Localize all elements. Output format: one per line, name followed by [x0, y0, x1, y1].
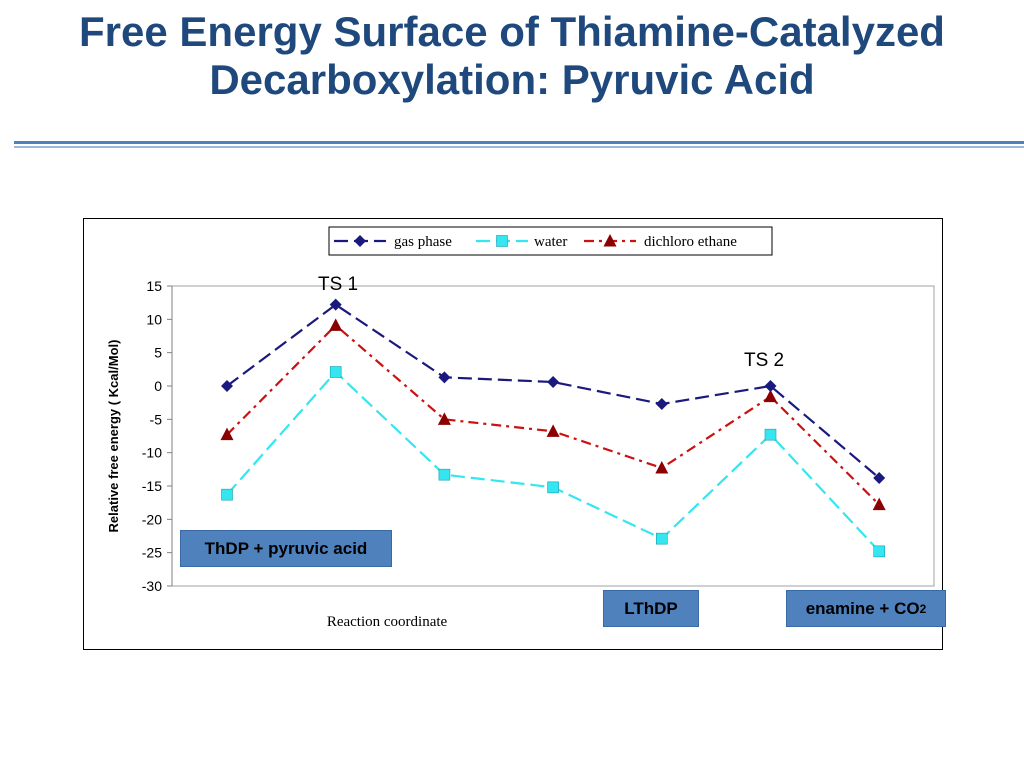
data-point-dichloro-ethane [329, 318, 343, 331]
line-chart: 15 10 5 0 -5 -10 -15 -20 -25 -30 Relative free ene… [106, 226, 935, 630]
data-point-dichloro-ethane [546, 424, 560, 437]
title-line-1: Free Energy Surface of Thiamine-Catalyze… [79, 8, 945, 55]
ts1-label: TS 1 [318, 274, 359, 295]
y-tick-label: -30 [142, 578, 162, 594]
legend-label-water: water [534, 234, 567, 250]
y-axis-label: Relative free energy ( Kcal/Mol) [106, 340, 121, 533]
legend-marker-water [496, 235, 508, 247]
legend-marker-dichloro-ethane [603, 234, 617, 247]
ts2-label: TS 2 [744, 350, 785, 371]
y-tick-label: 10 [146, 311, 162, 327]
title-divider [14, 141, 1024, 144]
x-axis-label: Reaction coordinate [327, 614, 448, 630]
y-tick-label: 15 [146, 278, 162, 294]
data-point-gas-phase [655, 398, 668, 410]
data-point-dichloro-ethane [655, 461, 669, 474]
data-point-gas-phase [764, 380, 777, 392]
co2-subscript: 2 [919, 601, 927, 616]
data-point-dichloro-ethane [872, 497, 886, 511]
data-point-gas-phase [221, 380, 233, 392]
lthdp-callout: LThDP [603, 590, 699, 627]
data-point-water [764, 428, 777, 441]
data-point-water [655, 532, 668, 545]
data-point-dichloro-ethane [437, 412, 451, 425]
data-point-dichloro-ethane [220, 427, 234, 441]
data-point-dichloro-ethane [764, 389, 777, 403]
legend-marker-gas-phase [354, 235, 366, 247]
data-point-water [438, 468, 451, 481]
y-tick-label: -25 [142, 545, 162, 561]
legend-label-dichloro-ethane: dichloro ethane [644, 234, 737, 250]
y-tick-label: -10 [142, 445, 162, 461]
thdp-pyruvic-acid-callout: ThDP + pyruvic acid [180, 530, 392, 567]
data-point-gas-phase [438, 371, 451, 384]
data-point-gas-phase [547, 376, 560, 388]
data-point-water [547, 481, 559, 494]
data-point-gas-phase [873, 472, 886, 484]
data-point-water [221, 488, 233, 501]
y-tick-label: -5 [150, 411, 163, 427]
legend-box [328, 226, 773, 256]
data-point-water [873, 545, 886, 558]
y-tick-label: 0 [154, 378, 162, 394]
y-tick-label: -15 [142, 478, 162, 494]
enamine-co2-callout: enamine + CO 2 [786, 590, 946, 627]
legend-label-gas-phase: gas phase [394, 234, 452, 250]
y-tick-label: -20 [142, 511, 162, 527]
series-line-water [226, 370, 881, 553]
y-tick-label: 5 [154, 345, 162, 361]
enamine-co2-text: enamine + CO [805, 598, 920, 618]
data-point-water [329, 366, 342, 378]
slide-title: Free Energy Surface of Thiamine-Catalyze… [0, 8, 1024, 104]
title-line-2: Decarboxylation: Pyruvic Acid [209, 56, 815, 103]
data-point-gas-phase [329, 298, 342, 311]
title-divider-secondary [14, 146, 1024, 148]
series-line-gas-phase [226, 303, 880, 479]
chart-area: 15 10 5 0 -5 -10 -15 -20 -25 -30 Relative free ene… [83, 218, 943, 650]
